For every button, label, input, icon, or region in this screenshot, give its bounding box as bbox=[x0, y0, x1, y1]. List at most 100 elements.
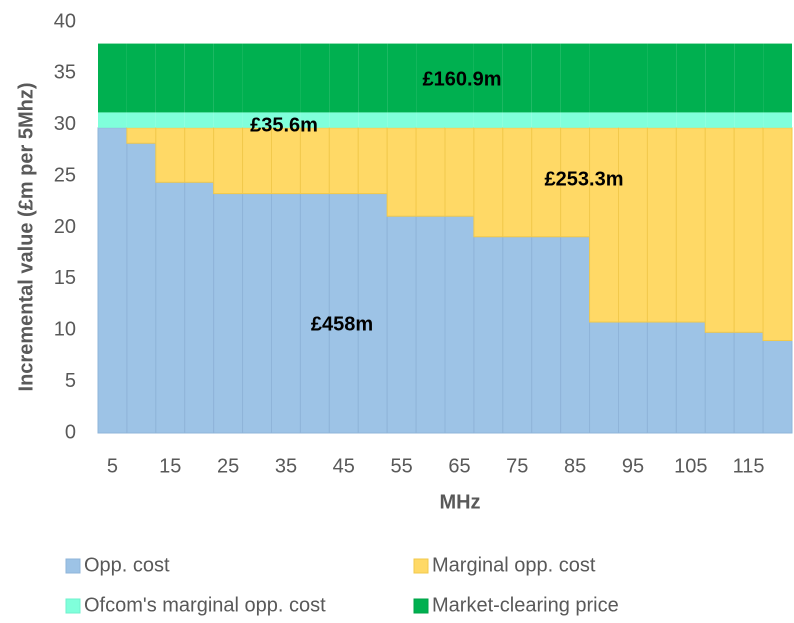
y-tick-label: 25 bbox=[54, 164, 76, 186]
y-tick-label: 10 bbox=[54, 319, 76, 341]
bar-segment bbox=[733, 127, 764, 333]
y-tick-label: 40 bbox=[54, 10, 76, 32]
bar-segment bbox=[704, 127, 735, 333]
bar-segment bbox=[415, 127, 446, 217]
bar-segment bbox=[560, 236, 591, 434]
bar-segment bbox=[444, 215, 475, 434]
bar-segment bbox=[675, 321, 706, 434]
annotation: £253.3m bbox=[545, 168, 624, 190]
bar-segment bbox=[618, 321, 648, 434]
bar-segment bbox=[126, 112, 156, 128]
bar-segment bbox=[676, 43, 706, 113]
bar-segment bbox=[473, 43, 503, 113]
bar-segment bbox=[618, 112, 648, 128]
bar-segment bbox=[763, 112, 792, 128]
x-tick-label: 15 bbox=[159, 455, 181, 477]
legend-label: Market-clearing price bbox=[432, 594, 619, 616]
bar-segment bbox=[184, 181, 215, 434]
bar-segment bbox=[184, 127, 215, 183]
bar-segment bbox=[126, 142, 157, 434]
bar-segment bbox=[676, 112, 706, 128]
bar-segment bbox=[416, 43, 445, 113]
bar-segment bbox=[386, 215, 417, 434]
bar-segment bbox=[705, 43, 735, 113]
bar-segment bbox=[531, 236, 562, 434]
x-axis-label: MHz bbox=[439, 491, 480, 513]
bar-segment bbox=[734, 112, 764, 128]
bar-segment bbox=[762, 340, 793, 434]
bar-segment bbox=[271, 193, 301, 434]
bar-segment bbox=[473, 127, 504, 238]
bar-segment bbox=[242, 43, 272, 113]
bar-segment bbox=[502, 127, 533, 238]
x-tick-label: 115 bbox=[733, 455, 765, 477]
bar-segment bbox=[386, 127, 417, 217]
bar-segment bbox=[618, 127, 648, 323]
bar-segment bbox=[184, 43, 214, 113]
bar-segment bbox=[734, 43, 764, 113]
bar-segment bbox=[126, 127, 157, 144]
bar-segment bbox=[155, 43, 185, 113]
bar-segment bbox=[473, 112, 503, 128]
legend-swatch bbox=[65, 598, 81, 614]
bar-segment bbox=[762, 127, 793, 342]
y-tick-label: 35 bbox=[54, 62, 76, 84]
bar-segment bbox=[358, 112, 388, 128]
bar-segment bbox=[531, 43, 561, 113]
bar-segment bbox=[271, 127, 301, 195]
bar-segment bbox=[213, 127, 244, 195]
bar-segment bbox=[704, 331, 735, 434]
legend-label: Ofcom's marginal opp. cost bbox=[84, 594, 326, 616]
bar-segment bbox=[242, 193, 272, 434]
legend-swatch bbox=[413, 558, 429, 574]
bar-segment bbox=[299, 127, 330, 195]
x-tick-label: 45 bbox=[333, 455, 355, 477]
bar-segment bbox=[271, 112, 301, 128]
bar-segment bbox=[98, 112, 127, 128]
bar-segment bbox=[415, 215, 446, 434]
bar-segment bbox=[242, 127, 272, 195]
x-tick-label: 95 bbox=[622, 455, 644, 477]
bar-segment bbox=[155, 127, 186, 183]
y-axis-label: Incremental value (£m per 5Mhz) bbox=[15, 83, 37, 392]
bar-segment bbox=[299, 193, 330, 434]
bar-segment bbox=[646, 127, 677, 323]
bar-segment bbox=[589, 321, 619, 434]
bar-segment bbox=[184, 112, 214, 128]
y-tick-label: 20 bbox=[54, 216, 76, 238]
x-tick-label: 5 bbox=[107, 455, 118, 477]
annotation: £458m bbox=[311, 313, 373, 335]
bar-segment bbox=[445, 112, 474, 128]
bar-segment bbox=[473, 236, 504, 434]
bar-segment bbox=[589, 43, 619, 113]
y-tick-label: 0 bbox=[65, 421, 76, 443]
x-tick-label: 105 bbox=[674, 455, 707, 477]
x-tick-label: 25 bbox=[217, 455, 239, 477]
bar-segment bbox=[647, 112, 677, 128]
bar-segment bbox=[300, 43, 330, 113]
y-tick-label: 5 bbox=[65, 370, 76, 392]
annotation: £35.6m bbox=[250, 114, 318, 136]
bar-segment bbox=[647, 43, 677, 113]
bar-segment bbox=[358, 43, 388, 113]
legend-label: Marginal opp. cost bbox=[432, 554, 596, 576]
x-tick-label: 55 bbox=[391, 455, 413, 477]
bar-segment bbox=[445, 43, 474, 113]
bar-segment bbox=[387, 43, 417, 113]
bar-segment bbox=[242, 112, 272, 128]
bar-segment bbox=[300, 112, 330, 128]
bar-segment bbox=[328, 193, 359, 434]
x-tick-label: 85 bbox=[564, 455, 586, 477]
bar-segment bbox=[155, 181, 186, 434]
bar-segment bbox=[763, 43, 792, 113]
bar-segment bbox=[416, 112, 445, 128]
bar-segment bbox=[357, 127, 388, 195]
bar-segment bbox=[618, 43, 648, 113]
bar-segment bbox=[531, 112, 561, 128]
annotation: £160.9m bbox=[423, 68, 502, 90]
bar-segment bbox=[98, 43, 127, 113]
bar-segment bbox=[502, 236, 533, 434]
x-tick-label: 65 bbox=[448, 455, 470, 477]
bar-segment bbox=[213, 112, 243, 128]
